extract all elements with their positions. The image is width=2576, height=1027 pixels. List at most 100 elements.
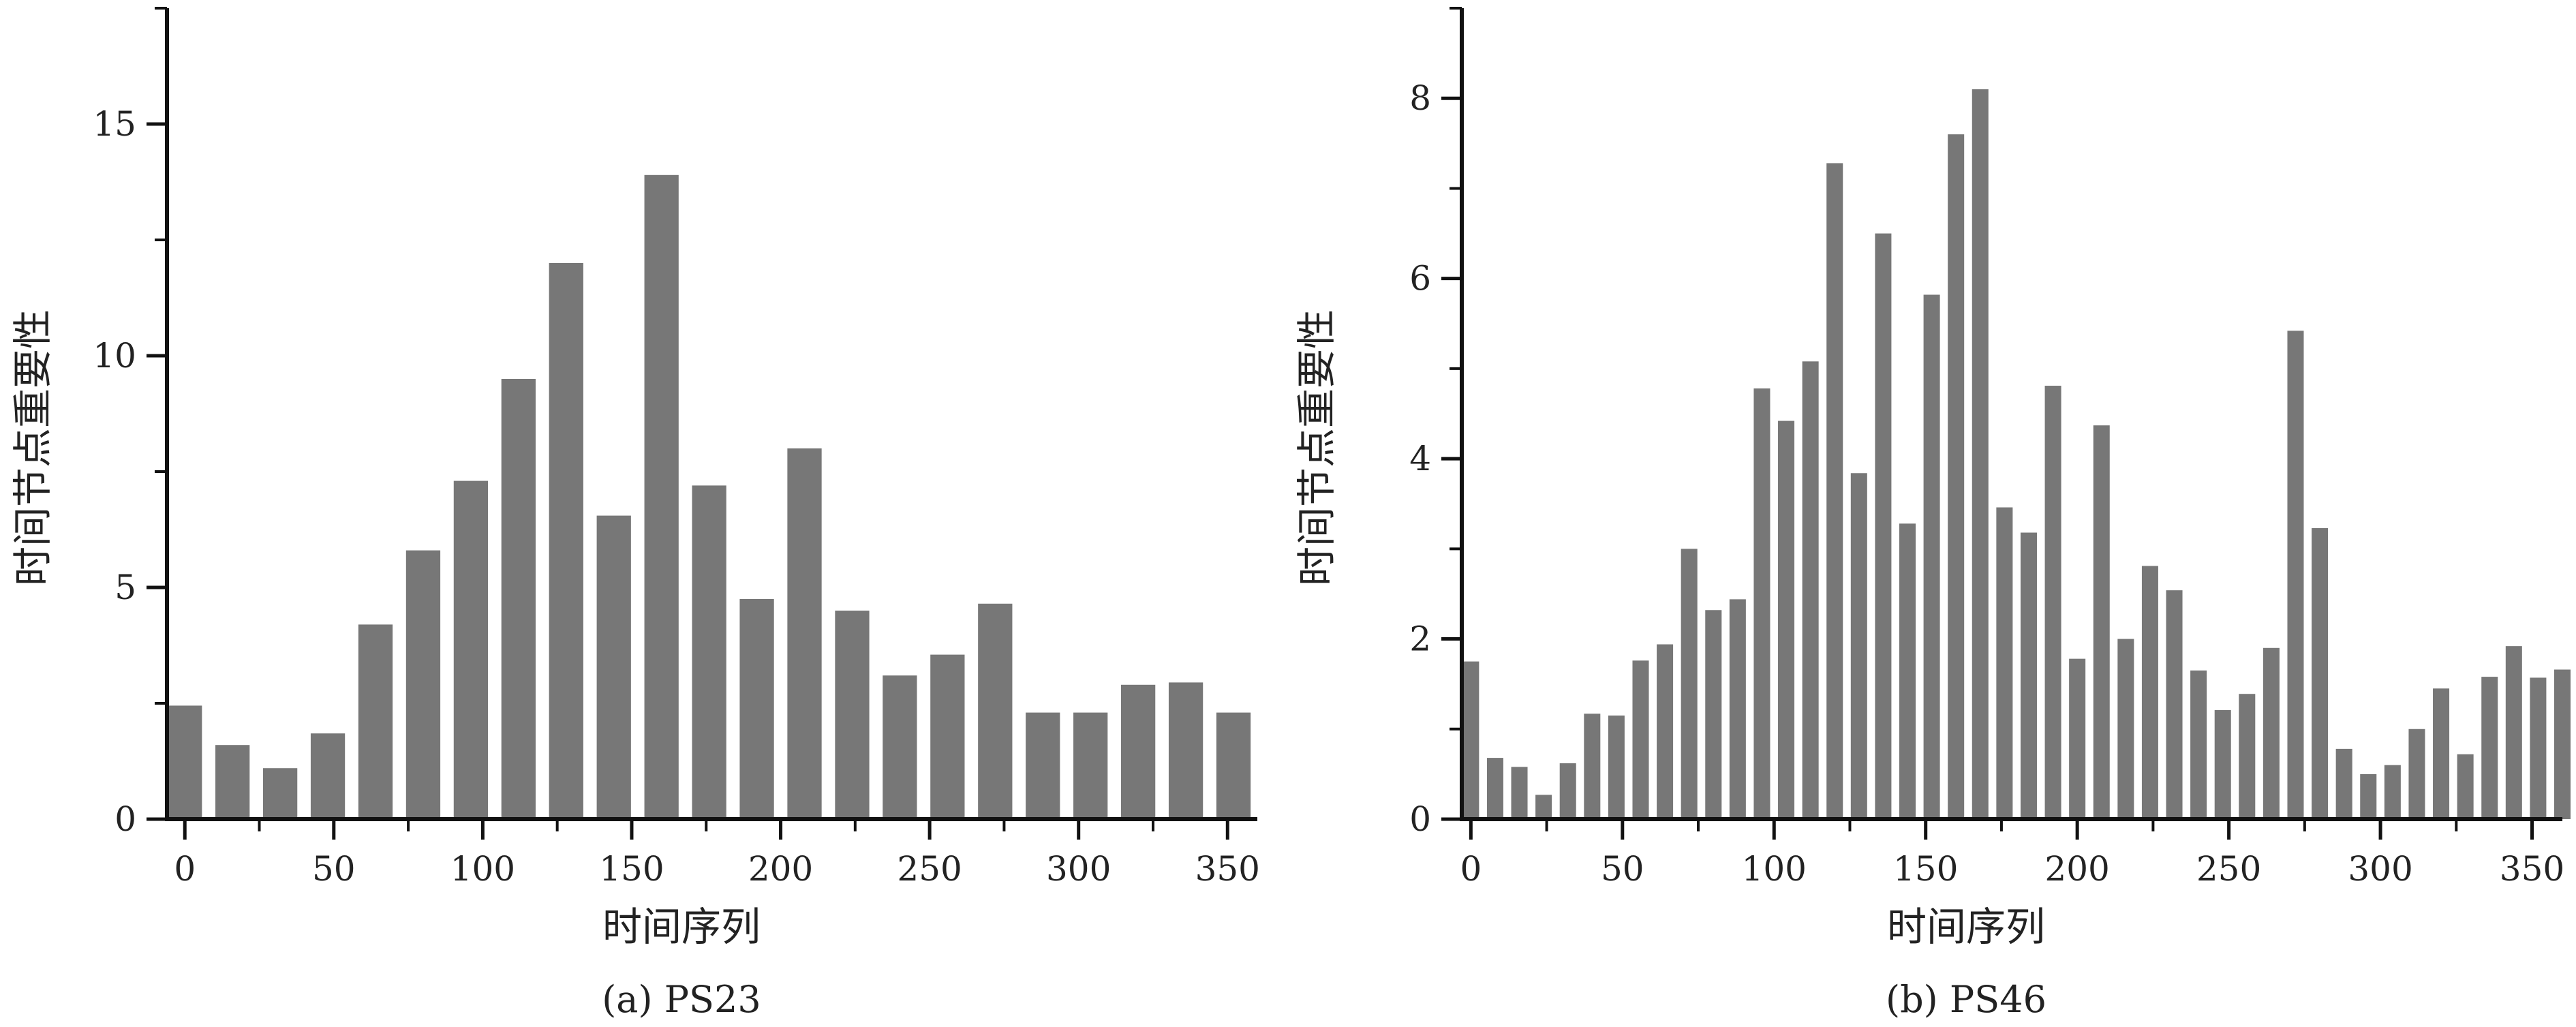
- bar-ps23-20: [1121, 684, 1156, 819]
- bar-ps46-16: [1850, 473, 1867, 819]
- bar-ps46-2: [1511, 767, 1528, 819]
- x-tick-label-ps23-0: 0: [174, 849, 196, 889]
- bar-ps46-29: [2166, 590, 2183, 819]
- bar-ps46-10: [1705, 610, 1722, 819]
- bar-ps46-45: [2554, 669, 2571, 819]
- bar-ps23-14: [835, 611, 870, 819]
- bar-ps46-37: [2360, 773, 2377, 819]
- bar-ps46-15: [1826, 163, 1843, 820]
- axes-ps23: [147, 7, 1257, 840]
- bar-ps46-20: [1948, 134, 1965, 820]
- x-tick-label-ps23-6: 300: [1046, 849, 1111, 889]
- bar-ps46-27: [2117, 639, 2134, 819]
- y-tick-label-ps23-3: 15: [93, 104, 136, 144]
- bar-ps23-15: [883, 675, 917, 819]
- bar-ps46-12: [1753, 388, 1770, 819]
- x-tick-label-ps46-6: 300: [2348, 849, 2412, 889]
- bar-ps46-11: [1729, 599, 1746, 819]
- y-axis-title-ps46: 时间节点重要性: [1293, 309, 1340, 586]
- x-tick-label-ps46-0: 0: [1460, 849, 1482, 889]
- bars-ps46: [1462, 89, 2571, 820]
- y-tick-label-ps23-1: 5: [114, 568, 136, 607]
- labels-ps46: 0 50 100 150 200 250 300 350 0 2 4 6 8 时间序列 时间节点重要性 (b)…: [1293, 78, 2564, 1021]
- bar-ps46-26: [2093, 425, 2110, 819]
- bar-ps46-32: [2239, 694, 2256, 819]
- y-tick-label-ps46-3: 6: [1409, 259, 1431, 298]
- x-tick-label-ps23-7: 350: [1195, 849, 1260, 889]
- axes-ps46: [1441, 7, 2562, 840]
- bar-ps46-9: [1681, 549, 1698, 819]
- bar-ps23-3: [310, 733, 346, 819]
- x-axis-title-ps46: 时间序列: [1887, 904, 2045, 950]
- bar-ps23-4: [358, 624, 393, 819]
- bar-ps23-22: [1216, 712, 1251, 819]
- bar-ps23-12: [739, 599, 774, 819]
- bar-ps23-21: [1168, 682, 1203, 819]
- bar-ps46-25: [2069, 658, 2086, 819]
- bar-ps23-2: [262, 768, 298, 819]
- bar-ps23-6: [453, 480, 489, 819]
- y-tick-label-ps46-2: 4: [1409, 439, 1431, 478]
- x-tick-label-ps46-3: 150: [1893, 849, 1958, 889]
- y-tick-label-ps46-0: 0: [1409, 799, 1431, 839]
- x-axis-title-ps23: 时间序列: [602, 904, 761, 950]
- chart-ps46: 0 50 100 150 200 250 300 350 0 2 4 6 8 时间序列 时间节点重要性 (b)…: [1293, 7, 2571, 1021]
- bar-ps46-34: [2287, 331, 2304, 819]
- bar-ps23-19: [1073, 712, 1108, 819]
- bar-ps46-35: [2312, 527, 2329, 819]
- bar-ps23-0: [168, 705, 202, 819]
- labels-ps23: 0 50 100 150 200 250 300 350 0 5 10 15 时间序列 时间节点重要性 (a…: [10, 104, 1260, 1021]
- y-tick-label-ps46-1: 2: [1409, 619, 1431, 659]
- y-tick-label-ps46-4: 8: [1409, 78, 1431, 118]
- bar-ps46-13: [1778, 420, 1795, 819]
- x-tick-label-ps23-4: 200: [748, 849, 813, 889]
- bar-ps46-33: [2263, 647, 2280, 819]
- bar-ps46-17: [1875, 233, 1892, 819]
- bar-ps46-21: [1972, 89, 1989, 819]
- bar-ps23-10: [644, 174, 679, 819]
- bar-ps46-42: [2481, 677, 2498, 819]
- x-tick-label-ps23-1: 50: [312, 849, 356, 889]
- bar-ps46-8: [1657, 644, 1674, 819]
- bar-ps46-44: [2530, 677, 2547, 819]
- bar-ps23-18: [1026, 712, 1060, 819]
- bar-ps23-7: [501, 379, 536, 819]
- bar-ps23-16: [930, 654, 965, 819]
- bar-ps23-13: [787, 448, 822, 819]
- bar-ps46-36: [2335, 748, 2352, 819]
- bar-ps46-7: [1632, 660, 1649, 819]
- bar-ps46-18: [1899, 523, 1916, 819]
- bar-ps46-4: [1559, 763, 1576, 819]
- x-tick-label-ps46-4: 200: [2044, 849, 2109, 889]
- bar-ps46-1: [1486, 758, 1503, 819]
- x-tick-label-ps46-7: 350: [2500, 849, 2564, 889]
- bar-ps23-17: [978, 603, 1013, 819]
- bar-ps46-22: [1996, 507, 2013, 819]
- x-tick-label-ps23-5: 250: [897, 849, 962, 889]
- bar-ps46-5: [1584, 714, 1601, 819]
- caption-ps46: (b) PS46: [1886, 978, 2046, 1021]
- x-tick-label-ps46-1: 50: [1601, 849, 1644, 889]
- bar-ps46-30: [2190, 670, 2207, 819]
- bar-ps46-23: [2020, 532, 2037, 819]
- bar-ps23-1: [215, 745, 250, 819]
- bar-ps23-11: [692, 485, 726, 819]
- bar-ps23-8: [549, 263, 583, 819]
- bar-ps46-0: [1462, 661, 1479, 819]
- bar-ps46-43: [2505, 646, 2522, 819]
- bar-ps46-24: [2044, 386, 2061, 819]
- x-tick-label-ps23-2: 100: [450, 849, 515, 889]
- bar-ps46-14: [1802, 361, 1819, 819]
- x-tick-label-ps46-5: 250: [2196, 849, 2261, 889]
- bars-ps23: [168, 174, 1251, 819]
- bar-ps46-40: [2433, 688, 2450, 819]
- bar-ps46-3: [1535, 795, 1552, 819]
- x-tick-label-ps46-2: 100: [1742, 849, 1807, 889]
- y-tick-label-ps23-2: 10: [93, 336, 136, 375]
- y-tick-label-ps23-0: 0: [114, 799, 136, 839]
- bar-ps46-31: [2214, 710, 2231, 819]
- bar-ps23-9: [596, 515, 631, 819]
- bar-ps46-41: [2457, 754, 2474, 819]
- bar-ps23-5: [405, 550, 441, 819]
